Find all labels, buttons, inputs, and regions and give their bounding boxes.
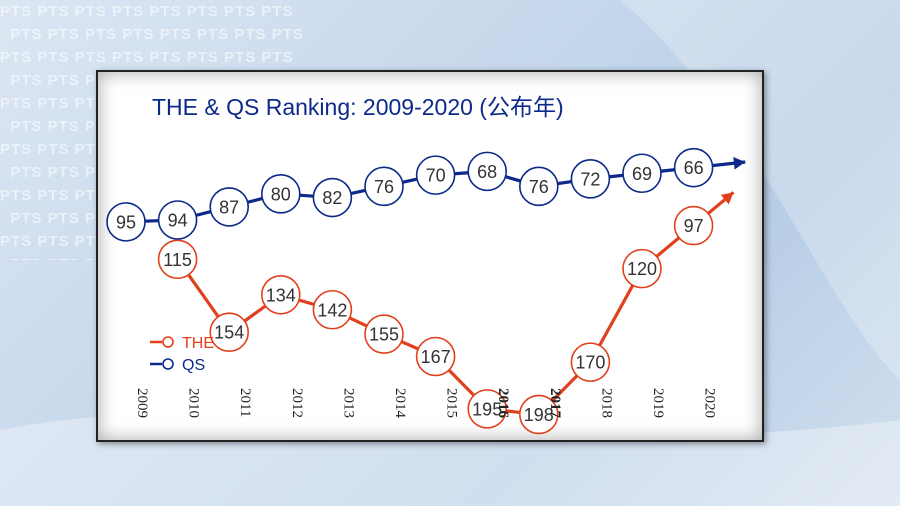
data-point-qs-2018 bbox=[570, 159, 611, 199]
data-label-qs-2018: 72 bbox=[580, 169, 600, 189]
chart-title: THE & QS Ranking: 2009-2020 (公布年) bbox=[152, 94, 564, 120]
data-point-qs-2009 bbox=[106, 202, 146, 242]
data-label-qs-2015: 70 bbox=[426, 166, 446, 186]
data-point-the-2010 bbox=[157, 239, 198, 280]
data-label-the-2019: 120 bbox=[627, 259, 657, 279]
legend-marker-the bbox=[162, 336, 174, 348]
data-point-qs-2013 bbox=[312, 177, 353, 218]
data-label-qs-2011: 87 bbox=[219, 197, 239, 217]
data-label-the-2016: 195 bbox=[472, 399, 502, 419]
data-point-the-2014 bbox=[364, 314, 404, 354]
x-tick-2014: 2014 bbox=[392, 388, 408, 419]
data-point-the-2015 bbox=[415, 336, 456, 377]
data-label-the-2010: 115 bbox=[163, 250, 192, 270]
data-label-the-2011: 154 bbox=[214, 323, 244, 343]
data-label-the-2013: 142 bbox=[317, 300, 347, 320]
x-tick-2010: 2010 bbox=[186, 388, 202, 418]
data-label-the-2015: 167 bbox=[421, 347, 451, 367]
data-point-qs-2011 bbox=[209, 187, 249, 227]
data-label-qs-2012: 80 bbox=[271, 184, 291, 204]
data-label-the-2017: 198 bbox=[524, 405, 554, 425]
x-tick-2012: 2012 bbox=[289, 388, 305, 418]
legend-marker-qs bbox=[162, 358, 174, 370]
x-tick-2020: 2020 bbox=[702, 388, 718, 418]
data-point-qs-2014 bbox=[364, 166, 404, 207]
series-line-the bbox=[176, 191, 735, 417]
data-label-qs-2019: 69 bbox=[632, 164, 652, 184]
legend: THE QS bbox=[150, 335, 214, 374]
data-point-the-2012 bbox=[261, 275, 301, 315]
data-label-qs-2017: 76 bbox=[529, 177, 549, 197]
data-point-qs-2010 bbox=[157, 200, 198, 240]
data-point-qs-2015 bbox=[415, 155, 456, 195]
data-point-qs-2017 bbox=[518, 166, 559, 207]
arrowhead-qs bbox=[733, 157, 746, 170]
data-label-qs-2009: 95 bbox=[116, 212, 136, 232]
data-point-the-2019 bbox=[622, 248, 662, 289]
x-tick-2011: 2011 bbox=[237, 388, 253, 417]
chart-panel: THE & QS Ranking: 2009-2020 (公布年) 115 154… bbox=[96, 70, 764, 442]
data-label-the-2014: 155 bbox=[369, 325, 399, 345]
data-point-the-2020 bbox=[673, 205, 714, 246]
data-label-qs-2013: 82 bbox=[322, 188, 342, 208]
x-tick-2015: 2015 bbox=[444, 388, 460, 418]
arrowhead-the bbox=[720, 192, 734, 205]
data-point-the-2017 bbox=[518, 394, 559, 435]
data-label-qs-2014: 76 bbox=[374, 177, 394, 197]
data-point-the-2016 bbox=[467, 389, 508, 429]
data-point-qs-2019 bbox=[622, 153, 662, 194]
x-tick-2013: 2013 bbox=[340, 388, 356, 418]
ranking-chart: 115 154 134 142 155 167 195 198 170 120 97 95 94 87 80… bbox=[106, 147, 746, 435]
data-point-the-2013 bbox=[312, 289, 353, 330]
data-point-qs-2012 bbox=[261, 174, 301, 214]
data-point-the-2018 bbox=[570, 342, 611, 382]
data-point-qs-2016 bbox=[467, 151, 508, 192]
x-tick-2016: 2016 bbox=[495, 388, 511, 419]
data-label-the-2012: 134 bbox=[266, 285, 296, 305]
x-tick-2018: 2018 bbox=[598, 388, 614, 418]
data-point-the-2011 bbox=[209, 312, 249, 353]
x-tick-2017: 2017 bbox=[547, 388, 563, 419]
x-tick-2009: 2009 bbox=[134, 388, 150, 418]
data-label-the-2020: 97 bbox=[684, 216, 704, 236]
x-tick-2019: 2019 bbox=[650, 388, 666, 418]
data-label-qs-2010: 94 bbox=[168, 211, 188, 231]
data-label-qs-2020: 66 bbox=[684, 158, 704, 178]
data-label-the-2018: 170 bbox=[575, 353, 605, 373]
data-point-qs-2020 bbox=[673, 147, 714, 188]
data-label-qs-2016: 68 bbox=[477, 162, 497, 182]
legend-label-qs: QS bbox=[182, 357, 205, 374]
legend-label-the: THE bbox=[182, 335, 214, 352]
